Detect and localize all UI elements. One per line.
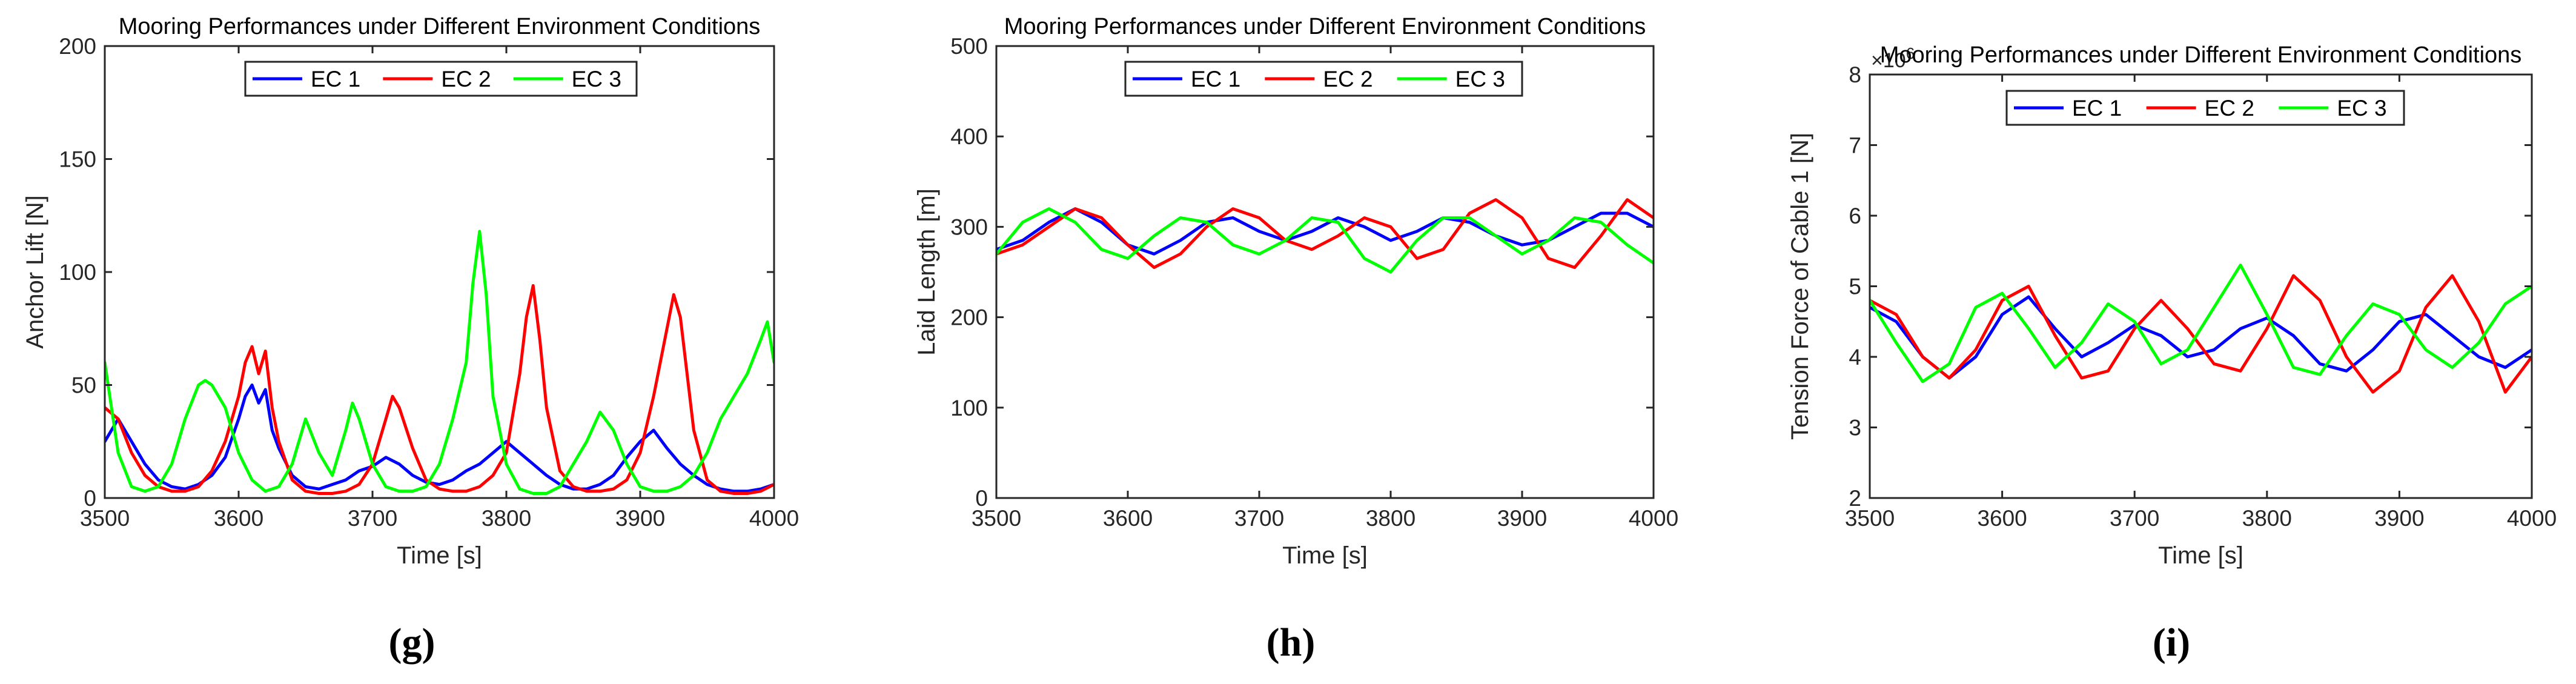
legend-label: EC 3: [2337, 96, 2386, 121]
y-tick-label: 2: [1849, 486, 1861, 511]
legend-label: EC 2: [441, 67, 491, 91]
y-tick-label: 4: [1849, 345, 1861, 370]
x-tick-label: 3600: [1103, 506, 1153, 531]
x-tick-label: 3600: [214, 506, 263, 531]
y-tick-label: 100: [59, 260, 96, 285]
x-tick-label: 3900: [2374, 506, 2424, 531]
y-tick-label: 7: [1849, 133, 1861, 158]
x-tick-label: 3800: [1366, 506, 1415, 531]
chart-title: Mooring Performances under Different Env…: [1880, 42, 2522, 68]
plot-area: [996, 46, 1654, 498]
x-tick-label: 3600: [1977, 506, 2027, 531]
caption-h: (h): [1266, 620, 1316, 665]
chart-title: Mooring Performances under Different Env…: [1004, 14, 1646, 39]
x-tick-label: 4000: [749, 506, 799, 531]
legend-box: [244, 61, 638, 97]
x-tick-label: 3500: [972, 506, 1021, 531]
y-axis-label: Laid Length [m]: [913, 188, 940, 356]
y-exponent-power: 6: [1906, 44, 1915, 62]
y-tick-label: 300: [950, 214, 988, 239]
legend-label: EC 3: [572, 67, 621, 91]
legend-label: EC 1: [1191, 67, 1240, 91]
series-line-ec-1: [105, 384, 774, 493]
y-tick-label: 3: [1849, 416, 1861, 440]
y-tick-label: 200: [950, 305, 988, 330]
legend-label: EC 1: [311, 67, 360, 91]
y-tick-label: 50: [71, 373, 96, 398]
series-line-ec-2: [1870, 274, 2532, 394]
chart-title: Mooring Performances under Different Env…: [119, 14, 761, 39]
x-axis-label: Time [s]: [1282, 542, 1368, 569]
plot-area: [105, 46, 774, 498]
y-tick-label: 5: [1849, 274, 1861, 299]
legend-label: EC 2: [1323, 67, 1372, 91]
legend-label: EC 1: [2072, 96, 2122, 121]
x-axis-label: Time [s]: [2158, 542, 2243, 569]
y-tick-label: 100: [950, 396, 988, 420]
legend-label: EC 3: [1455, 67, 1505, 91]
plot-area: [1870, 75, 2532, 498]
series-line-ec-2: [996, 198, 1654, 269]
caption-g: (g): [389, 620, 435, 665]
axes-box: [995, 45, 1655, 499]
y-tick-label: 500: [950, 34, 988, 59]
chart-panel-g: 3500 3600 3700 3800 3900 4000 0 50 100 150 200 Moor…: [22, 14, 799, 569]
x-tick-label: 4000: [2507, 506, 2557, 531]
y-tick-label: 6: [1849, 204, 1861, 228]
y-tick-label: 8: [1849, 62, 1861, 87]
x-tick-label: 4000: [1629, 506, 1678, 531]
y-tick-label: 150: [59, 147, 96, 172]
y-axis-label: Tension Force of Cable 1 [N]: [1787, 133, 1813, 440]
y-tick-label: 400: [950, 124, 988, 149]
chart-panel-i: 3500 3600 3700 3800 3900 4000 2 3 4 5 6 7 8 ×106Moori…: [1787, 42, 2557, 569]
x-tick-label: 3800: [482, 506, 531, 531]
y-axis-label: Anchor Lift [N]: [22, 195, 48, 348]
x-axis-label: Time [s]: [397, 542, 482, 569]
x-tick-label: 3500: [1845, 506, 1895, 531]
series-line-ec-3: [1870, 264, 2532, 384]
legend-box: [1124, 61, 1523, 97]
x-tick-label: 3900: [1497, 506, 1547, 531]
x-tick-label: 3700: [1234, 506, 1284, 531]
x-tick-label: 3900: [615, 506, 665, 531]
legend-box: [2005, 90, 2405, 126]
x-tick-label: 3500: [80, 506, 130, 531]
legend-label: EC 2: [2205, 96, 2254, 121]
x-tick-label: 3800: [2242, 506, 2292, 531]
y-tick-label: 0: [84, 486, 96, 511]
series-line-ec-3: [105, 230, 774, 495]
y-exponent: ×106: [1871, 44, 1915, 72]
series-line-ec-3: [996, 207, 1654, 274]
x-tick-label: 3700: [348, 506, 397, 531]
y-tick-label: 0: [975, 486, 988, 511]
chart-panel-h: 3500 3600 3700 3800 3900 4000 0 100 200 300 400 500…: [913, 14, 1678, 569]
caption-i: (i): [2153, 620, 2190, 665]
y-tick-label: 200: [59, 34, 96, 59]
series-line-ec-2: [105, 284, 774, 495]
x-tick-label: 3700: [2110, 506, 2159, 531]
